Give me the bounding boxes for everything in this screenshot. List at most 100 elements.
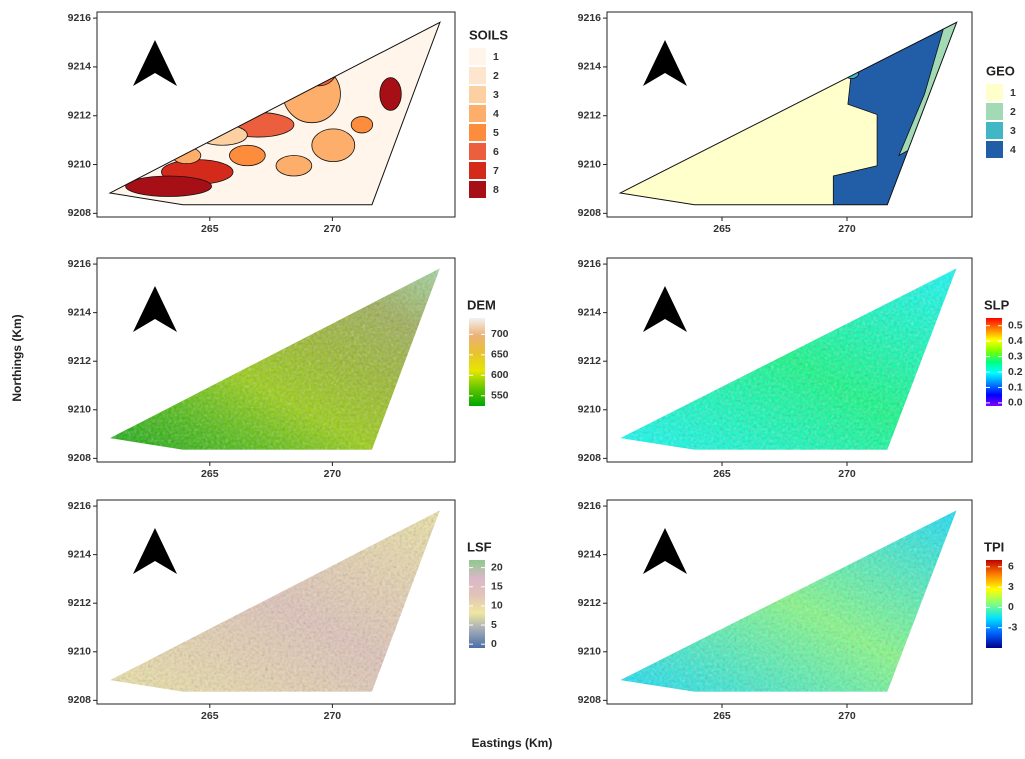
y-tick-label: 9208 [68, 452, 92, 464]
y-tick-label: 9216 [578, 258, 602, 270]
legend-label: 4 [493, 108, 499, 120]
area-outline [618, 21, 958, 206]
north-arrow [643, 40, 687, 86]
legend-swatch [986, 141, 1003, 158]
legend-swatch [986, 103, 1003, 120]
map-panel: 265 270 9208 9210 9212 9214 9216 GEO 1 2 3 4 [578, 11, 1016, 235]
y-tick-label: 9212 [578, 355, 602, 367]
x-tick-label: 270 [324, 223, 342, 235]
legend-title: SOILS [469, 27, 508, 42]
legend-label: 0.4 [1008, 335, 1023, 347]
x-tick-label: 270 [324, 710, 342, 722]
legend-label: 2 [1010, 106, 1016, 118]
legend-swatch [469, 162, 486, 179]
map-panel: 265 270 9208 9210 9212 9214 9216 LSF 0 5 10 15 20 [68, 499, 503, 722]
y-tick-label: 9212 [68, 355, 92, 367]
legend-title: GEO [986, 63, 1015, 78]
y-tick-label: 9210 [68, 158, 92, 170]
legend-swatch [469, 105, 486, 122]
legend-label: 550 [491, 390, 509, 402]
colorbar [469, 560, 485, 648]
x-tick-label: 270 [838, 468, 856, 480]
y-tick-label: 9210 [578, 646, 602, 658]
y-tick-label: 9214 [68, 61, 92, 73]
x-tick-label: 265 [201, 710, 219, 722]
y-tick-label: 9216 [578, 500, 602, 512]
colorbar [469, 318, 485, 406]
legend-label: 650 [491, 349, 509, 361]
y-tick-label: 9210 [68, 646, 92, 658]
legend-title: DEM [467, 297, 496, 312]
map-panel: 265 270 9208 9210 9212 9214 9216 TPI -3 0 3 6 [578, 499, 1017, 722]
legend-label: 10 [491, 600, 503, 612]
legend-label: 0.3 [1008, 350, 1023, 362]
y-tick-label: 9214 [68, 548, 92, 560]
north-arrow [643, 528, 687, 574]
y-tick-label: 9210 [578, 404, 602, 416]
y-tick-label: 9214 [578, 61, 602, 73]
legend-label: 6 [493, 146, 499, 158]
legend-label: 20 [491, 561, 503, 573]
legend-swatch [986, 84, 1003, 101]
legend-label: 6 [1008, 561, 1014, 573]
y-tick-label: 9212 [68, 597, 92, 609]
legend-swatch [986, 122, 1003, 139]
legend-swatch [469, 86, 486, 103]
y-tick-label: 9214 [68, 306, 92, 318]
soil-patch [275, 155, 313, 177]
legend-label: 0 [1008, 601, 1014, 613]
soil-patch [350, 116, 374, 134]
y-tick-label: 9212 [578, 110, 602, 122]
x-tick-label: 265 [713, 223, 731, 235]
north-arrow [133, 528, 177, 574]
y-tick-label: 9208 [68, 694, 92, 706]
legend-label: 2 [493, 70, 499, 82]
legend-label: 5 [491, 619, 497, 631]
y-tick-label: 9210 [578, 158, 602, 170]
legend-label: 3 [1008, 581, 1014, 593]
legend-label: 4 [1010, 144, 1016, 156]
legend-title: SLP [984, 297, 1010, 312]
legend-swatch [469, 181, 486, 198]
x-tick-label: 270 [838, 223, 856, 235]
y-tick-label: 9210 [68, 404, 92, 416]
soil-patch [229, 144, 266, 167]
legend-label: 0.5 [1008, 320, 1023, 332]
legend-label: 0 [491, 638, 497, 650]
x-axis-label: Eastings (Km) [472, 736, 553, 750]
north-arrow [133, 286, 177, 332]
soil-patch [379, 77, 402, 111]
map-panel: 265 270 9208 9210 9212 9214 9216 DEM 550 600 650 70… [68, 257, 509, 480]
legend-label: 1 [493, 51, 499, 63]
colorbar [986, 318, 1002, 406]
x-tick-label: 270 [324, 468, 342, 480]
y-tick-label: 9216 [578, 12, 602, 24]
x-tick-label: 270 [838, 710, 856, 722]
legend-label: 0.2 [1008, 366, 1023, 378]
x-tick-label: 265 [201, 468, 219, 480]
y-tick-label: 9208 [578, 207, 602, 219]
study-area [109, 22, 440, 205]
y-tick-label: 9216 [68, 258, 92, 270]
x-tick-label: 265 [713, 468, 731, 480]
soil-patch [125, 175, 212, 197]
legend-label: 15 [491, 581, 503, 593]
north-arrow [643, 286, 687, 332]
legend-swatch [469, 124, 486, 141]
legend-label: 0.0 [1008, 397, 1023, 409]
legend-title: LSF [467, 539, 492, 554]
y-axis-label: Northings (Km) [10, 314, 24, 401]
y-tick-label: 9216 [68, 12, 92, 24]
legend-title: TPI [984, 539, 1004, 554]
y-tick-label: 9214 [578, 306, 602, 318]
y-tick-label: 9216 [68, 500, 92, 512]
y-tick-label: 9212 [68, 110, 92, 122]
y-tick-label: 9208 [578, 452, 602, 464]
colorbar [986, 560, 1002, 648]
legend-swatch [469, 67, 486, 84]
north-arrow [133, 40, 177, 86]
soil-patch [311, 128, 356, 163]
area-outline [108, 21, 441, 206]
legend-label: 0.1 [1008, 381, 1023, 393]
